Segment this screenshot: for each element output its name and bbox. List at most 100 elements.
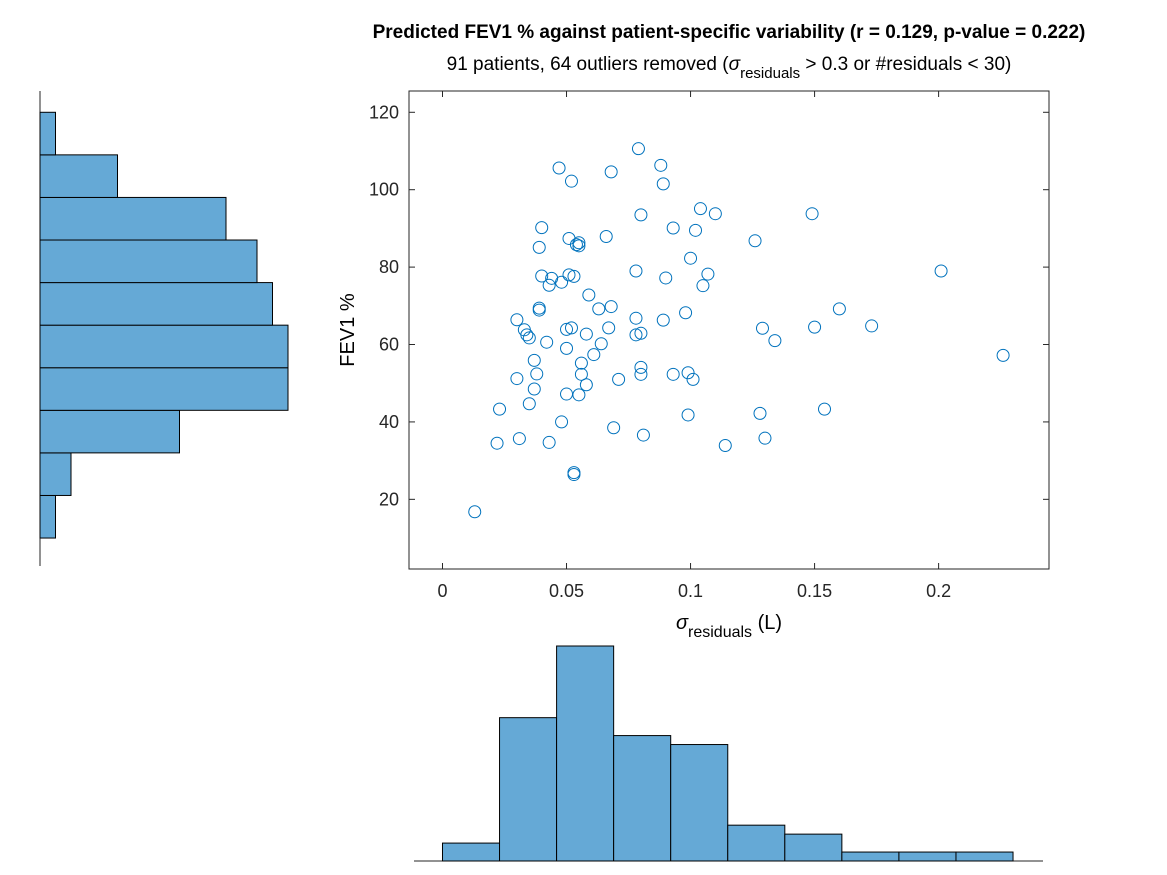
y-tick-label: 80 <box>379 257 399 277</box>
y-tick-label: 120 <box>369 102 399 122</box>
scatter-point <box>818 402 832 416</box>
y-axis-label: FEV1 % <box>337 293 359 367</box>
scatter-point <box>542 278 556 292</box>
scatter-point <box>666 367 680 381</box>
scatter-point <box>656 313 670 327</box>
x-tick-label: 0.1 <box>678 581 703 601</box>
y-tick-label: 60 <box>379 335 399 355</box>
scatter-point <box>555 275 569 289</box>
scatter-point <box>604 165 618 179</box>
chart-title: Predicted FEV1 % against patient-specifi… <box>373 22 1086 43</box>
scatter-point <box>594 337 608 351</box>
scatter-point <box>532 240 546 254</box>
y-histogram-bar <box>39 367 289 411</box>
scatter-point <box>659 271 673 285</box>
scatter-point <box>567 269 581 283</box>
scatter-point <box>679 306 693 320</box>
x-histogram-bar <box>613 735 672 862</box>
y-histogram-bar <box>39 154 118 198</box>
scatter-point <box>532 303 546 317</box>
scatter-point <box>634 360 648 374</box>
scatter-point <box>562 268 576 282</box>
x-histogram-bar <box>784 833 843 862</box>
y-histogram-bar <box>39 494 56 539</box>
y-histogram-bar <box>39 196 227 241</box>
x-histogram-bar <box>556 645 615 862</box>
scatter-point <box>520 328 534 342</box>
scatter-point <box>512 432 526 446</box>
scatter-point <box>629 264 643 278</box>
y-tick-label: 40 <box>379 412 399 432</box>
x-histogram-bar <box>727 824 786 862</box>
scatter-point <box>602 321 616 335</box>
y-histogram-bar <box>39 409 180 454</box>
scatter-point <box>579 378 593 392</box>
scatter-point <box>599 230 613 244</box>
scatter-point <box>510 313 524 327</box>
x-tick-label: 0 <box>437 581 447 601</box>
scatter-point <box>805 207 819 221</box>
scatter-point <box>708 207 722 221</box>
scatter-point <box>522 331 536 345</box>
scatter-axes-box <box>408 90 1050 570</box>
scatter-point <box>493 402 507 416</box>
scatter-point <box>689 223 703 237</box>
subtitle-prefix: 91 patients, 64 outliers removed ( <box>447 54 730 75</box>
scatter-point <box>865 319 879 333</box>
scatter-point <box>693 202 707 216</box>
x-axis-ticks: 0 0.05 0.1 0.15 0.2 <box>437 91 951 601</box>
scatter-point <box>681 408 695 422</box>
scatter-point <box>629 311 643 325</box>
scatter-point <box>768 334 782 348</box>
y-marginal-histogram <box>39 91 289 566</box>
scatter-point <box>701 267 715 281</box>
x-axis-label: σresiduals (L) <box>676 612 782 641</box>
y-histogram-bar <box>39 452 72 496</box>
scatter-point <box>579 327 593 341</box>
scatter-point <box>631 142 645 156</box>
subtitle-sigma: σ <box>729 54 742 75</box>
scatter-point <box>686 372 700 386</box>
x-label-suffix: (L) <box>752 612 782 634</box>
scatter-points <box>468 142 1010 519</box>
scatter-point <box>996 348 1010 362</box>
x-histogram-bar <box>499 717 558 862</box>
scatter-point <box>604 300 618 314</box>
scatter-point <box>636 428 650 442</box>
x-label-sigma: σ <box>676 612 689 634</box>
scatter-point <box>808 320 822 334</box>
subtitle-suffix: > 0.3 or #residuals < 30) <box>800 54 1011 75</box>
scatter-point <box>629 328 643 342</box>
x-label-subscript: residuals <box>688 624 752 641</box>
scatter-point <box>654 158 668 172</box>
y-axis-ticks: 20 40 60 80 100 120 <box>369 102 1049 509</box>
chart-subtitle: 91 patients, 64 outliers removed (σresid… <box>447 54 1012 82</box>
scatter-point <box>607 421 621 435</box>
scatter-point <box>582 288 596 302</box>
scatter-point <box>574 367 588 381</box>
scatter-point <box>560 341 574 355</box>
x-histogram-bar <box>441 842 501 862</box>
scatter-point <box>758 431 772 445</box>
scatter-point <box>535 269 549 283</box>
scatter-point <box>681 366 695 380</box>
scatter-point <box>755 321 769 335</box>
x-marginal-histogram <box>414 645 1043 862</box>
y-histogram-bar <box>39 282 273 326</box>
y-histogram-bar <box>39 239 258 284</box>
scatter-point <box>718 439 732 453</box>
scatter-point <box>684 251 698 265</box>
subtitle-subscript: residuals <box>740 65 800 82</box>
scatter-point <box>572 236 586 250</box>
x-histogram-bar <box>841 851 900 862</box>
scatter-point <box>832 302 846 316</box>
scatter-point <box>555 415 569 429</box>
x-histogram-bar <box>898 851 957 862</box>
scatter-point <box>753 406 767 420</box>
scatter-point <box>527 353 541 367</box>
scatter-point <box>592 302 606 316</box>
scatter-point <box>612 372 626 386</box>
x-tick-label: 0.15 <box>797 581 832 601</box>
x-histogram-bar <box>670 744 729 862</box>
